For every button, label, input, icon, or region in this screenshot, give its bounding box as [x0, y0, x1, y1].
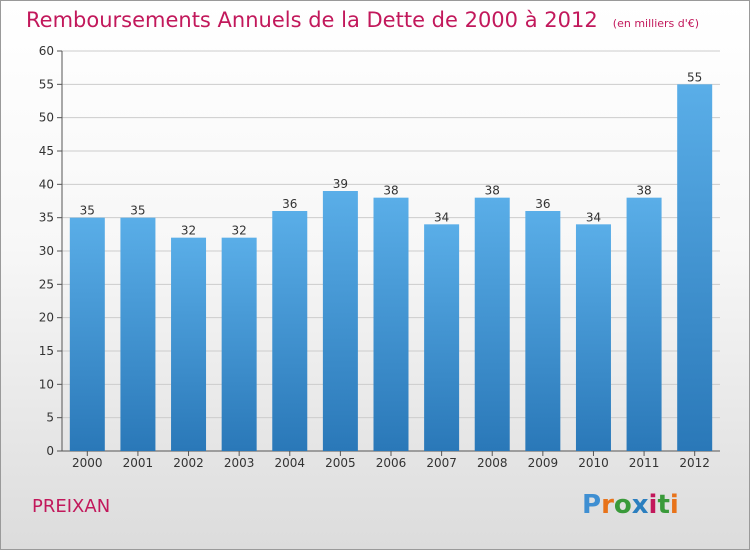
bar: [474, 197, 510, 451]
bar-value-label: 38: [485, 184, 500, 198]
x-tick-label: 2008: [477, 456, 508, 470]
x-tick-label: 2005: [325, 456, 356, 470]
bar: [677, 84, 713, 451]
x-tick-label: 2004: [274, 456, 305, 470]
y-tick-label: 5: [46, 411, 54, 425]
bar: [525, 211, 561, 451]
logo-letter: x: [631, 490, 649, 520]
y-tick-label: 55: [39, 77, 54, 91]
bar: [373, 197, 409, 451]
bar: [626, 197, 662, 451]
bar: [575, 224, 611, 451]
y-tick-label: 20: [39, 311, 54, 325]
logo-letter: i: [669, 490, 679, 520]
unit-note: (en milliers d'€): [612, 17, 700, 30]
y-tick-label: 45: [39, 144, 54, 158]
bar-value-label: 36: [282, 197, 297, 211]
bar-value-label: 39: [333, 177, 348, 191]
bar: [272, 211, 308, 451]
bar: [424, 224, 460, 451]
x-tick-label: 2009: [528, 456, 559, 470]
chart-title-block: Remboursements Annuels de la Dette de 20…: [26, 8, 699, 32]
y-tick-label: 40: [39, 177, 54, 191]
x-tick-label: 2006: [376, 456, 407, 470]
x-tick-label: 2002: [173, 456, 204, 470]
bar-value-label: 34: [586, 210, 601, 224]
bar-value-label: 35: [80, 204, 95, 218]
bar-value-label: 34: [434, 210, 449, 224]
bar-value-label: 38: [636, 184, 651, 198]
x-tick-label: 2001: [123, 456, 154, 470]
x-tick-label: 2011: [629, 456, 660, 470]
y-tick-label: 30: [39, 244, 54, 258]
bar-value-label: 55: [687, 70, 702, 84]
y-tick-label: 15: [39, 344, 54, 358]
x-tick-label: 2000: [72, 456, 103, 470]
x-tick-label: 2007: [426, 456, 457, 470]
logo-letter: r: [601, 490, 614, 520]
y-tick-label: 10: [39, 377, 54, 391]
bar: [171, 237, 207, 451]
proxiti-logo[interactable]: Proxiti: [582, 490, 679, 520]
y-tick-label: 50: [39, 111, 54, 125]
chart-title: Remboursements Annuels de la Dette de 20…: [26, 8, 598, 32]
x-tick-label: 2003: [224, 456, 255, 470]
x-tick-label: 2010: [578, 456, 609, 470]
logo-letter: P: [582, 490, 602, 520]
bar: [69, 217, 105, 451]
commune-name: PREIXAN: [32, 496, 111, 517]
logo-letter: i: [648, 490, 658, 520]
bar-value-label: 36: [535, 197, 550, 211]
bar: [221, 237, 257, 451]
bar-value-label: 32: [181, 224, 196, 238]
bar: [322, 191, 358, 451]
x-tick-label: 2012: [679, 456, 710, 470]
bar-value-label: 32: [232, 224, 247, 238]
y-tick-label: 25: [39, 277, 54, 291]
bar-value-label: 35: [130, 204, 145, 218]
bar-value-label: 38: [383, 184, 398, 198]
y-tick-label: 35: [39, 211, 54, 225]
y-tick-label: 60: [39, 44, 54, 58]
logo-letter: o: [613, 490, 632, 520]
y-tick-label: 0: [46, 444, 54, 458]
bar: [120, 217, 156, 451]
logo-letter: t: [657, 490, 670, 520]
